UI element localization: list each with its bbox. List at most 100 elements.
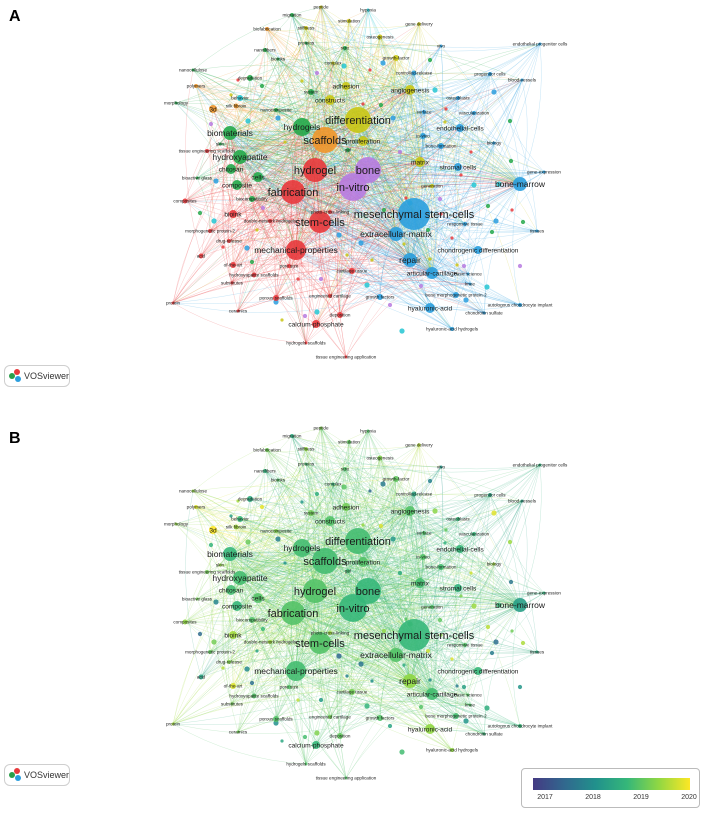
node-basic-science[interactable] (466, 272, 470, 276)
node-nanocomposite[interactable] (274, 529, 278, 533)
node-behavior[interactable] (237, 95, 243, 101)
node-stem-cells[interactable] (309, 632, 331, 654)
node-calcium-phosphate[interactable] (312, 320, 320, 328)
node-growth-factor[interactable] (393, 476, 399, 482)
node-drug-release[interactable] (227, 660, 231, 664)
node-hydrogel[interactable] (303, 158, 327, 182)
node-hyaluronic-acid-hydrogels[interactable] (450, 327, 454, 331)
node-hydroxyapatite[interactable] (233, 150, 247, 164)
node-repair[interactable] (403, 253, 417, 267)
node-3d[interactable] (209, 105, 217, 113)
node-generation[interactable] (430, 605, 434, 609)
node-biology[interactable] (492, 562, 496, 566)
node-osteogenesis[interactable] (377, 455, 383, 461)
node-endothelial-progenitor-cells[interactable] (538, 463, 542, 467)
node-nanocellulose[interactable] (191, 68, 195, 72)
node-silk-fibroin[interactable] (233, 524, 239, 530)
node-degradation[interactable] (247, 496, 253, 502)
node-skin[interactable] (218, 142, 222, 146)
node-biocompatibility[interactable] (249, 196, 255, 202)
node-cartilage-tissue[interactable] (349, 689, 355, 695)
node-of-the-art[interactable] (230, 683, 236, 689)
node-deposition[interactable] (337, 733, 343, 739)
node-ceramics[interactable] (236, 730, 240, 734)
node-gene-delivery[interactable] (417, 22, 421, 26)
node-scaffolds[interactable] (312, 548, 338, 574)
node-adhesion[interactable] (342, 503, 350, 511)
node-cells[interactable] (253, 593, 263, 603)
node-tissue-engineering-scaffolds[interactable] (205, 149, 209, 153)
node-protein[interactable] (171, 722, 175, 726)
node-deposition[interactable] (337, 312, 343, 318)
node-blood-vessels[interactable] (520, 499, 524, 503)
node-stem-cells[interactable] (309, 211, 331, 233)
node-controlled-release[interactable] (411, 491, 417, 497)
node-mechanical-properties[interactable] (286, 661, 306, 681)
node-acid[interactable] (198, 674, 204, 680)
node-biocompatibility[interactable] (249, 617, 255, 623)
node-nanofibers[interactable] (263, 469, 267, 473)
node-peptide[interactable] (319, 426, 323, 430)
node-bioactive-glass[interactable] (195, 176, 199, 180)
node-pore-size[interactable] (287, 264, 291, 268)
node-substitutes[interactable] (230, 702, 234, 706)
node-hydrogels-scaffolds[interactable] (304, 762, 308, 766)
node-gel[interactable] (346, 148, 350, 152)
node-progenitor-cells[interactable] (488, 493, 492, 497)
node-morphology[interactable] (174, 522, 178, 526)
node-silk-fibroin[interactable] (233, 103, 239, 109)
node-mechanical-properties[interactable] (286, 240, 306, 260)
node-proteins[interactable] (304, 462, 308, 466)
node-peptide[interactable] (319, 5, 323, 9)
node-engineered-cartilage[interactable] (328, 715, 332, 719)
node-bioink[interactable] (229, 631, 237, 639)
node-morphogenetic-protein-2[interactable] (208, 229, 212, 233)
node-angiogenesis[interactable] (405, 85, 415, 95)
node-composite[interactable] (232, 180, 242, 190)
node-surface[interactable] (422, 531, 426, 535)
node-chondrogenic-differentiation[interactable] (474, 246, 482, 254)
node-protein[interactable] (171, 301, 175, 305)
node-behavior[interactable] (237, 516, 243, 522)
node-endothelial-cells[interactable] (456, 545, 464, 553)
node-autologous-chondrocyte-implant[interactable] (518, 724, 522, 728)
node-growth-factor[interactable] (393, 55, 399, 61)
node-tissue-engineering-application[interactable] (344, 776, 348, 780)
node-system[interactable] (308, 510, 314, 516)
node-size[interactable] (343, 46, 347, 50)
node-tissues[interactable] (535, 650, 539, 654)
node-bone[interactable] (355, 157, 381, 183)
node-polymers[interactable] (194, 505, 198, 509)
node-biomaterials[interactable] (223, 126, 237, 140)
node-constructs[interactable] (325, 95, 335, 105)
node-size[interactable] (343, 467, 347, 471)
node-migration[interactable] (290, 13, 294, 17)
node-morphogenetic-protein-2[interactable] (208, 650, 212, 654)
node-osteoblasts[interactable] (456, 517, 460, 521)
node-bone[interactable] (355, 578, 381, 604)
node-drug-release[interactable] (227, 239, 231, 243)
node-differentiation[interactable] (345, 107, 371, 133)
node-ceramics[interactable] (236, 309, 240, 313)
node-nanocellulose[interactable] (191, 489, 195, 493)
node-bone-formation[interactable] (438, 564, 444, 570)
node-biomaterials[interactable] (223, 547, 237, 561)
node-hydrogels-scaffolds[interactable] (304, 341, 308, 345)
node-vascularization[interactable] (472, 532, 476, 536)
node-progenitor-cells[interactable] (488, 72, 492, 76)
node-nanocomposite[interactable] (274, 108, 278, 112)
node-biofabrication[interactable] (265, 448, 269, 452)
node-extracellular-matrix[interactable] (389, 648, 403, 662)
node-stromal-cells[interactable] (454, 163, 462, 171)
node-porous-scaffolds[interactable] (273, 295, 279, 301)
node-stimulation[interactable] (347, 19, 351, 23)
node-matrix[interactable] (415, 157, 425, 167)
node-composite[interactable] (232, 601, 242, 611)
node-mesenchymal-stem-cells[interactable] (398, 619, 430, 651)
node-chondroitin-sulfate[interactable] (482, 311, 486, 315)
node-biofabrication[interactable] (265, 27, 269, 31)
node-articular-cartilage[interactable] (426, 688, 438, 700)
node-matrix[interactable] (415, 578, 425, 588)
node-bone-formation[interactable] (438, 143, 444, 149)
node-double-network-hydrogels[interactable] (268, 219, 272, 223)
